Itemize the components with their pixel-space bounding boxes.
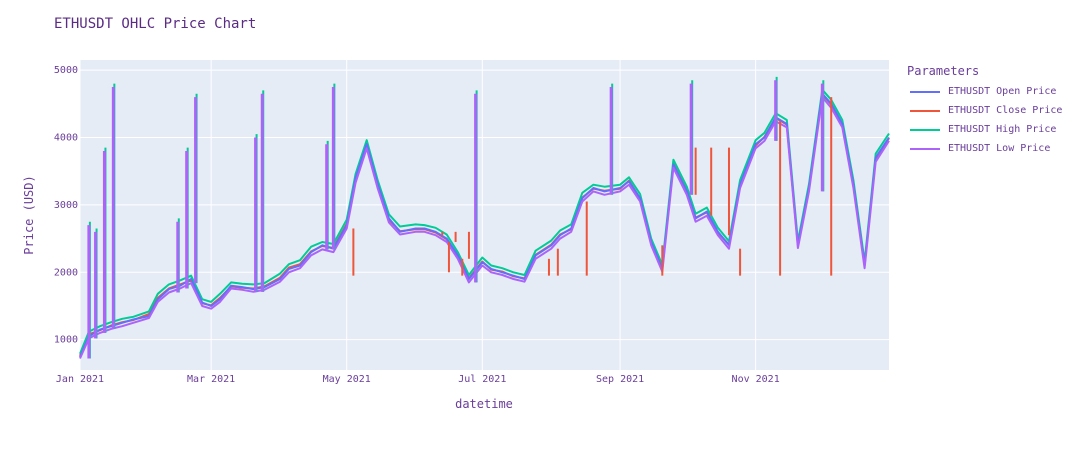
legend-items: ETHUSDT Open Price ETHUSDT Close Price ETH… [907, 82, 1062, 158]
series-line-ethusdt-high-price[interactable] [79, 88, 890, 355]
legend-swatch [910, 90, 940, 93]
y-axis-ticks: 1000 2000 3000 4000 5000 [54, 65, 78, 346]
gridlines [79, 60, 889, 370]
x-tick-label: Mar 2021 [187, 374, 235, 385]
legend-label: ETHUSDT High Price [948, 124, 1057, 135]
series-line-ethusdt-low-price[interactable] [79, 96, 890, 359]
y-tick-label: 4000 [54, 133, 78, 144]
x-tick-label: Nov 2021 [732, 374, 780, 385]
legend-item[interactable]: ETHUSDT Close Price [907, 101, 1062, 120]
y-tick-label: 5000 [54, 65, 78, 76]
x-tick-label: May 2021 [323, 374, 371, 385]
y-tick-label: 2000 [54, 267, 78, 278]
legend-item[interactable]: ETHUSDT High Price [907, 120, 1062, 139]
x-axis-ticks: Jan 2021 Mar 2021 May 2021 Jul 2021 Sep 2021… [56, 374, 780, 385]
legend-title: Parameters [907, 64, 980, 78]
x-tick-label: Sep 2021 [596, 374, 644, 385]
plot-area [80, 60, 889, 370]
series-line-ethusdt-open-price[interactable] [79, 92, 890, 358]
legend-swatch [910, 109, 940, 112]
legend-label: ETHUSDT Close Price [948, 105, 1063, 116]
x-tick-label: Jul 2021 [458, 374, 506, 385]
legend-item[interactable]: ETHUSDT Low Price [907, 139, 1062, 158]
legend: Parameters ETHUSDT Open Price ETHUSDT Clo… [907, 64, 1062, 158]
series-lines [79, 76, 890, 359]
y-tick-label: 1000 [54, 335, 78, 346]
legend-swatch [910, 128, 940, 131]
y-tick-label: 3000 [54, 200, 78, 211]
legend-item[interactable]: ETHUSDT Open Price [907, 82, 1062, 101]
x-tick-label: Jan 2021 [56, 374, 104, 385]
legend-label: ETHUSDT Low Price [948, 143, 1051, 154]
legend-swatch [910, 147, 940, 150]
chart-title: ETHUSDT OHLC Price Chart [54, 16, 257, 32]
x-axis-title: datetime [455, 397, 513, 411]
y-axis-title: Price (USD) [22, 175, 36, 254]
legend-label: ETHUSDT Open Price [948, 86, 1057, 97]
